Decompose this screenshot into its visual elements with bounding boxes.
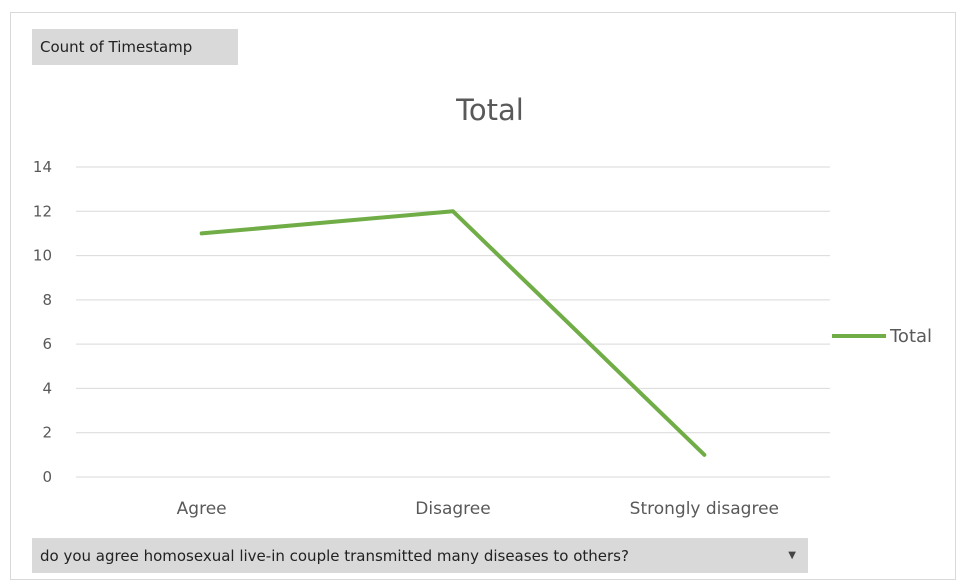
chevron-down-icon[interactable]: ▼ xyxy=(788,550,796,561)
x-axis-tick-labels: Agree Disagree Strongly disagree xyxy=(177,499,779,519)
x-tick-label: Agree xyxy=(177,499,227,519)
y-tick-label: 4 xyxy=(42,379,52,397)
axis-field-dropdown[interactable]: do you agree homosexual live-in couple t… xyxy=(32,538,808,573)
gridlines xyxy=(76,166,830,478)
chart-title: Total xyxy=(455,93,524,127)
legend: Total xyxy=(832,326,932,347)
y-tick-label: 8 xyxy=(42,291,52,309)
x-tick-label: Disagree xyxy=(415,499,490,519)
y-tick-label: 14 xyxy=(33,158,52,176)
y-tick-label: 12 xyxy=(33,202,52,220)
x-tick-label: Strongly disagree xyxy=(630,499,779,519)
series-line xyxy=(199,209,707,457)
y-axis-tick-labels: 0 2 4 6 8 10 12 14 xyxy=(33,158,52,486)
series-lines xyxy=(199,209,707,457)
y-tick-label: 10 xyxy=(33,247,52,265)
y-tick-label: 6 xyxy=(42,335,52,353)
y-tick-label: 2 xyxy=(42,424,52,442)
values-field-label: Count of Timestamp xyxy=(40,38,193,56)
y-tick-label: 0 xyxy=(42,468,52,486)
axis-field-label: do you agree homosexual live-in couple t… xyxy=(40,546,629,565)
values-field-button[interactable]: Count of Timestamp xyxy=(32,29,238,65)
legend-entry: Total xyxy=(889,326,932,347)
chart-area xyxy=(10,12,956,580)
